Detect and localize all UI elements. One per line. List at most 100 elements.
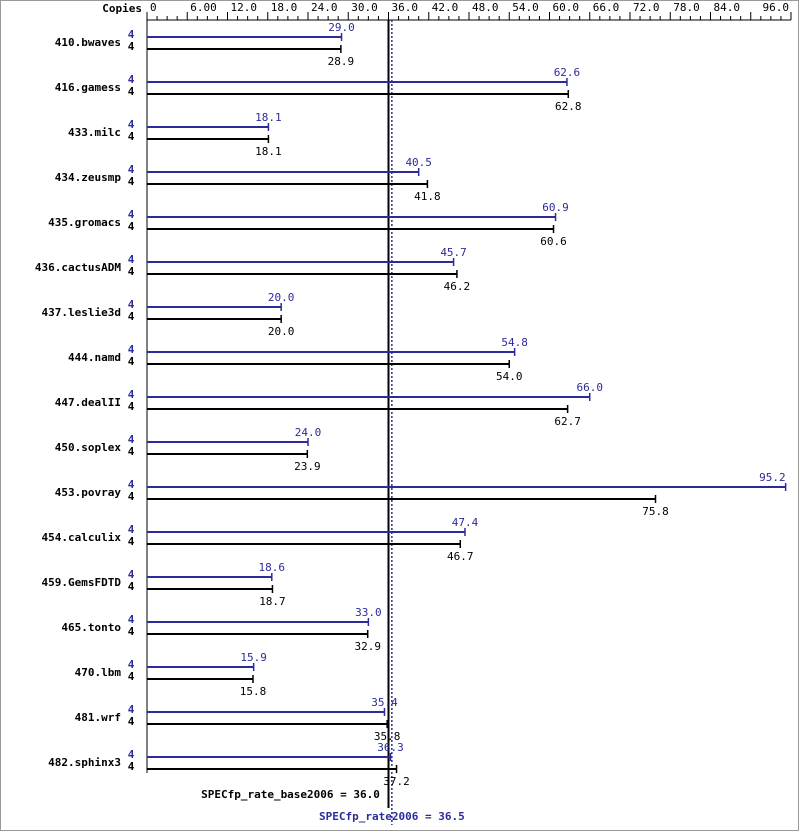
copies-label: 4	[128, 355, 135, 368]
x-tick-label: 36.0	[392, 1, 419, 14]
value-label: 41.8	[414, 190, 441, 203]
x-tick-label: 72.0	[633, 1, 660, 14]
value-label: 54.0	[496, 370, 523, 383]
category-label: 434.zeusmp	[55, 171, 122, 184]
value-label: 35.4	[371, 696, 398, 709]
category-label: 454.calculix	[42, 531, 122, 544]
category-label: 437.leslie3d	[42, 306, 121, 319]
x-tick-label: 78.0	[673, 1, 700, 14]
copies-label: 4	[128, 433, 135, 446]
copies-label: 4	[128, 208, 135, 221]
value-label: 62.8	[555, 100, 582, 113]
x-tick-label: 48.0	[472, 1, 499, 14]
value-label: 54.8	[501, 336, 528, 349]
x-tick-label: 84.0	[714, 1, 741, 14]
copies-label: 4	[128, 310, 135, 323]
category-label: 450.soplex	[55, 441, 122, 454]
value-label: 35.8	[374, 730, 401, 743]
category-label: 481.wrf	[75, 711, 121, 724]
copies-label: 4	[128, 625, 135, 638]
copies-label: 4	[128, 760, 135, 773]
copies-label: 4	[128, 658, 135, 671]
value-label: 46.2	[444, 280, 471, 293]
value-label: 23.9	[294, 460, 321, 473]
x-tick-label: 66.0	[593, 1, 620, 14]
value-label: 18.1	[255, 111, 282, 124]
value-label: 15.8	[240, 685, 267, 698]
copies-label: 4	[128, 400, 135, 413]
category-label: 470.lbm	[75, 666, 122, 679]
value-label: 47.4	[452, 516, 479, 529]
copies-label: 4	[128, 28, 135, 41]
copies-label: 4	[128, 85, 135, 98]
reference-label: SPECfp_rate2006 = 36.5	[319, 810, 465, 823]
category-label: 459.GemsFDTD	[42, 576, 122, 589]
value-label: 66.0	[577, 381, 604, 394]
axis-label: Copies	[102, 2, 142, 15]
copies-label: 4	[128, 130, 135, 143]
category-label: 436.cactusADM	[35, 261, 121, 274]
value-label: 36.3	[377, 741, 404, 754]
copies-label: 4	[128, 175, 135, 188]
value-label: 46.7	[447, 550, 474, 563]
value-label: 24.0	[295, 426, 322, 439]
value-label: 20.0	[268, 291, 295, 304]
value-label: 29.0	[328, 21, 355, 34]
x-tick-label: 42.0	[432, 1, 459, 14]
category-label: 416.gamess	[55, 81, 121, 94]
copies-label: 4	[128, 445, 135, 458]
value-label: 37.2	[383, 775, 410, 788]
x-tick-label: 0	[150, 1, 157, 14]
value-label: 75.8	[642, 505, 669, 518]
reference-label: SPECfp_rate_base2006 = 36.0	[201, 788, 380, 801]
category-label: 410.bwaves	[55, 36, 121, 49]
category-label: 435.gromacs	[48, 216, 121, 229]
category-label: 453.povray	[55, 486, 122, 499]
copies-label: 4	[128, 478, 135, 491]
copies-label: 4	[128, 265, 135, 278]
copies-label: 4	[128, 73, 135, 86]
value-label: 33.0	[355, 606, 382, 619]
value-label: 62.6	[554, 66, 581, 79]
x-tick-label: 18.0	[271, 1, 298, 14]
value-label: 60.9	[542, 201, 569, 214]
value-label: 60.6	[540, 235, 567, 248]
copies-label: 4	[128, 535, 135, 548]
value-label: 20.0	[268, 325, 295, 338]
x-tick-label: 60.0	[553, 1, 580, 14]
category-label: 447.dealII	[55, 396, 121, 409]
x-tick-label: 24.0	[311, 1, 338, 14]
copies-label: 4	[128, 163, 135, 176]
copies-label: 4	[128, 253, 135, 266]
copies-label: 4	[128, 613, 135, 626]
copies-label: 4	[128, 220, 135, 233]
category-label: 482.sphinx3	[48, 756, 121, 769]
copies-label: 4	[128, 298, 135, 311]
copies-label: 4	[128, 388, 135, 401]
copies-label: 4	[128, 580, 135, 593]
value-label: 15.9	[240, 651, 267, 664]
value-label: 62.7	[554, 415, 581, 428]
value-label: 18.1	[255, 145, 282, 158]
copies-label: 4	[128, 670, 135, 683]
copies-label: 4	[128, 523, 135, 536]
value-label: 40.5	[405, 156, 432, 169]
copies-label: 4	[128, 748, 135, 761]
x-tick-label: 96.0	[763, 1, 790, 14]
value-label: 28.9	[328, 55, 355, 68]
x-tick-label: 6.00	[190, 1, 217, 14]
x-tick-label: 12.0	[231, 1, 258, 14]
copies-label: 4	[128, 703, 135, 716]
copies-label: 4	[128, 118, 135, 131]
copies-label: 4	[128, 568, 135, 581]
value-label: 45.7	[440, 246, 467, 259]
value-label: 95.2	[759, 471, 786, 484]
value-label: 18.6	[259, 561, 286, 574]
category-label: 465.tonto	[61, 621, 121, 634]
x-tick-label: 54.0	[512, 1, 539, 14]
category-label: 433.milc	[68, 126, 121, 139]
copies-label: 4	[128, 490, 135, 503]
